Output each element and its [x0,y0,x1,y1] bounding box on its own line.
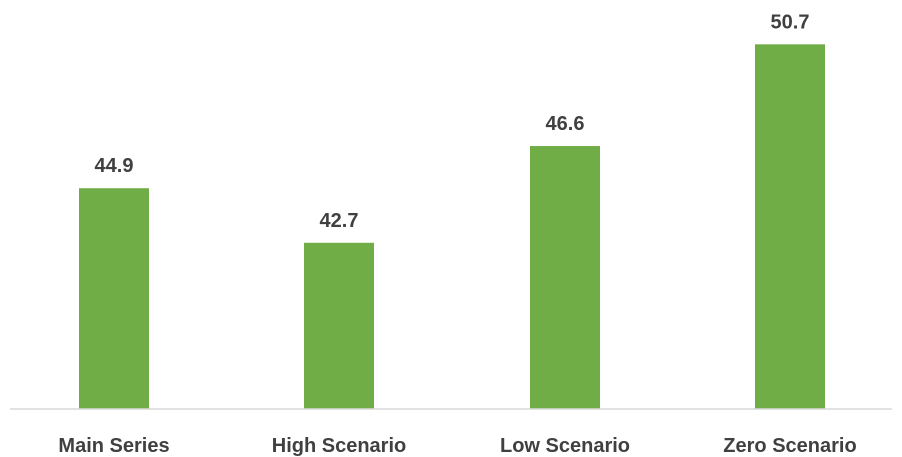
bar-zero-scenario [755,44,825,409]
category-label-high-scenario: High Scenario [272,435,406,457]
value-labels-layer: 44.9 42.7 46.6 50.7 [95,11,810,231]
category-labels-layer: Main Series High Scenario Low Scenario Zero… [58,435,856,457]
bar-high-scenario [304,242,374,409]
data-label-zero-scenario: 50.7 [771,11,810,33]
data-label-main-series: 44.9 [95,155,134,177]
bar-low-scenario [530,146,600,410]
category-label-main-series: Main Series [58,435,169,457]
category-label-low-scenario: Low Scenario [500,435,630,457]
data-label-high-scenario: 42.7 [320,210,359,232]
data-label-low-scenario: 46.6 [546,113,585,135]
bars-layer [79,44,825,410]
bar-main-series [79,188,149,409]
category-label-zero-scenario: Zero Scenario [723,435,856,457]
